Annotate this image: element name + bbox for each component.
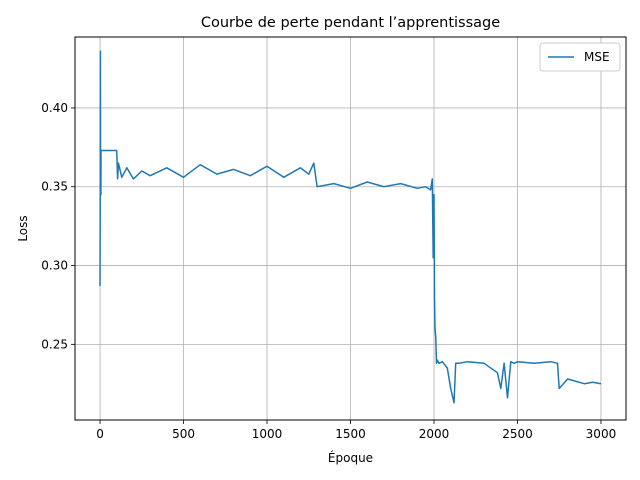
x-tick-label: 1000 [252, 427, 283, 441]
series-line [99, 50, 602, 404]
x-tick-label: 1500 [335, 427, 366, 441]
y-tick-label: 0.35 [41, 180, 68, 194]
legend: MSE [539, 42, 621, 72]
x-axis: 0 500 1000 1500 2000 2500 3000 [96, 420, 616, 441]
plot-area [99, 50, 602, 404]
x-tick-label: 2000 [419, 427, 450, 441]
y-axis-label: Loss [16, 215, 30, 241]
x-axis-label: Époque [328, 450, 373, 465]
x-tick-label: 500 [172, 427, 195, 441]
y-tick-label: 0.30 [41, 259, 68, 273]
y-tick-label: 0.40 [41, 101, 68, 115]
legend-label: MSE [584, 50, 610, 64]
x-tick-label: 0 [96, 427, 104, 441]
x-tick-label: 3000 [586, 427, 617, 441]
y-axis: 0.25 0.30 0.35 0.40 [41, 101, 75, 351]
y-tick-label: 0.25 [41, 337, 68, 351]
legend-box [539, 42, 621, 72]
x-tick-label: 2500 [502, 427, 533, 441]
chart-title: Courbe de perte pendant l’apprentissage [201, 15, 500, 31]
